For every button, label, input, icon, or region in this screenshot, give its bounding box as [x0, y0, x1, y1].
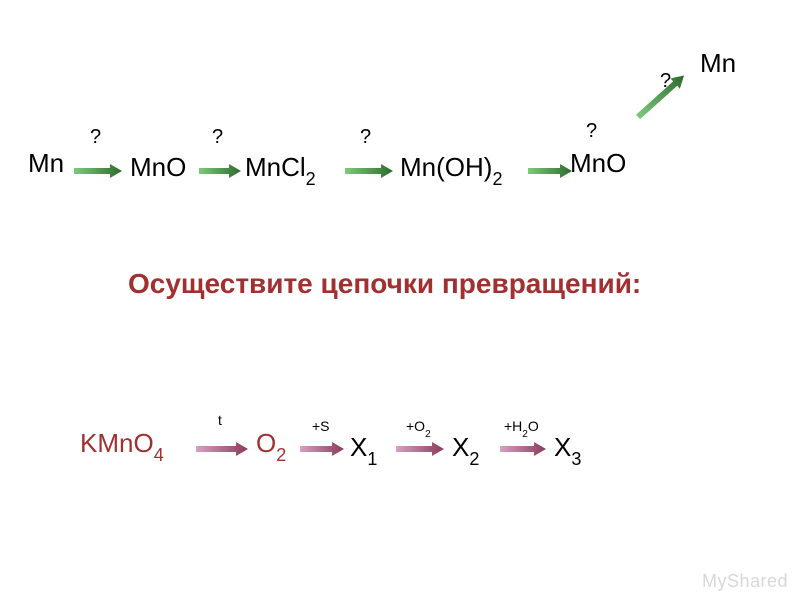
chain2-node-3: X2	[452, 432, 479, 467]
chain2-cond-2: +O2	[406, 418, 431, 438]
chain1-arrow-2	[345, 164, 393, 178]
chain1-qmark-3: ?	[586, 120, 597, 143]
chain1-node-4: MnO	[570, 148, 626, 179]
chain1-qmark-1: ?	[212, 126, 223, 149]
chain2-node-1: O2	[256, 428, 286, 463]
chain2-cond-3: +H2O	[504, 418, 539, 438]
chain2-node-4: X3	[554, 432, 581, 467]
chain1-arrow-0	[74, 164, 122, 178]
chain1-node-5: Mn	[700, 48, 736, 79]
chain1-node-3: Mn(OH)2	[400, 152, 502, 187]
chain2-arrow-0	[196, 442, 248, 456]
chain2-cond-0: t	[218, 412, 222, 428]
chain2-arrow-3	[500, 442, 546, 456]
chain2-node-0: KMnO4	[80, 428, 164, 463]
chain1-node-0: Mn	[28, 148, 64, 179]
chain1-qmark-4: ?	[660, 70, 671, 93]
page-title: Осуществите цепочки превращений:	[128, 268, 641, 300]
chain1-arrow-3	[528, 164, 572, 178]
chain1-qmark-0: ?	[90, 126, 101, 149]
chain2-node-2: X1	[350, 432, 377, 467]
chain2-arrow-1	[300, 442, 344, 456]
chain1-node-1: MnO	[130, 152, 186, 183]
chain2-cond-1: +S	[312, 418, 330, 434]
watermark: MyShared	[702, 571, 788, 592]
chain1-arrow-1	[199, 164, 241, 178]
chain2-arrow-2	[396, 442, 444, 456]
chain1-qmark-2: ?	[360, 126, 371, 149]
chain1-node-2: MnCl2	[245, 152, 316, 187]
